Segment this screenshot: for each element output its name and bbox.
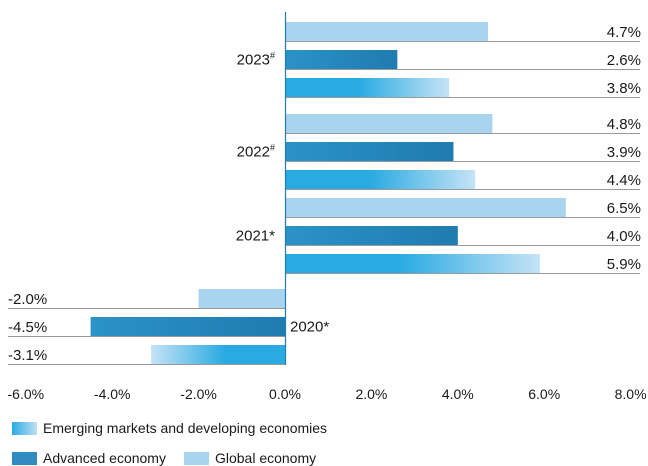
bar-global-economy-1 xyxy=(285,114,493,133)
legend-swatch-global xyxy=(183,451,209,465)
legend-swatch-emerging xyxy=(12,421,37,435)
x-tick-label: 6.0% xyxy=(528,386,560,402)
legend-item-emerging: Emerging markets and developing economie… xyxy=(12,420,327,436)
value-label: 4.0% xyxy=(607,228,641,245)
bar-advanced-economy-2 xyxy=(285,226,458,245)
value-label: 4.4% xyxy=(607,172,641,189)
value-label: -4.5% xyxy=(8,319,47,336)
value-label: -3.1% xyxy=(8,347,47,364)
value-label: 4.8% xyxy=(607,116,641,133)
x-tick-label: 0.0% xyxy=(269,386,301,402)
legend-label-global: Global economy xyxy=(214,450,317,466)
value-label: 3.9% xyxy=(607,144,641,161)
bar-advanced-economy-3 xyxy=(90,317,285,336)
category-label: 2021* xyxy=(236,228,275,245)
legend-row-2: Advanced economy Global economy xyxy=(12,450,316,466)
x-tick-label: 8.0% xyxy=(615,386,647,402)
bar-global-economy-2 xyxy=(285,198,566,217)
legend-label-emerging: Emerging markets and developing economie… xyxy=(43,420,328,436)
category-label: 2023# xyxy=(237,51,275,69)
x-tick-label: -4.0% xyxy=(94,386,131,402)
legend-swatch-advanced xyxy=(12,451,37,465)
bar-emerging-markets-and-developing-economies-2 xyxy=(285,254,540,273)
bar-emerging-markets-and-developing-economies-1 xyxy=(285,170,476,189)
value-label: 6.5% xyxy=(607,200,641,217)
bar-emerging-markets-and-developing-economies-0 xyxy=(285,78,450,97)
x-tick-label: -6.0% xyxy=(8,386,45,402)
value-label: 3.8% xyxy=(607,80,641,97)
bar-global-economy-0 xyxy=(285,22,489,41)
category-label: 2022# xyxy=(237,143,275,161)
legend-label-advanced: Advanced economy xyxy=(43,450,166,466)
x-tick-label: -2.0% xyxy=(180,386,217,402)
bar-global-economy-3 xyxy=(198,289,285,308)
value-label: -2.0% xyxy=(8,291,47,308)
value-label: 4.7% xyxy=(607,24,641,41)
value-label: 5.9% xyxy=(607,256,641,273)
x-tick-label: 4.0% xyxy=(442,386,474,402)
bar-advanced-economy-1 xyxy=(285,142,454,161)
bar-advanced-economy-0 xyxy=(285,50,398,69)
category-label: 2020* xyxy=(290,319,329,336)
bar-emerging-markets-and-developing-economies-3 xyxy=(151,345,285,364)
value-label: 2.6% xyxy=(607,52,641,69)
x-tick-label: 2.0% xyxy=(355,386,387,402)
